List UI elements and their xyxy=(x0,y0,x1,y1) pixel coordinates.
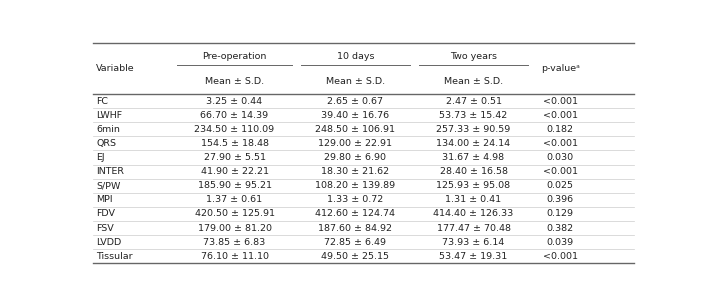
Text: LVDD: LVDD xyxy=(96,237,121,247)
Text: 2.47 ± 0.51: 2.47 ± 0.51 xyxy=(445,97,501,106)
Text: MPI: MPI xyxy=(96,195,113,204)
Text: INTER: INTER xyxy=(96,167,124,176)
Text: 27.90 ± 5.51: 27.90 ± 5.51 xyxy=(203,153,265,162)
Text: 10 days: 10 days xyxy=(337,52,374,61)
Text: <0.001: <0.001 xyxy=(542,139,578,148)
Text: p-valueᵃ: p-valueᵃ xyxy=(541,64,579,73)
Text: FC: FC xyxy=(96,97,108,106)
Text: Pre-operation: Pre-operation xyxy=(202,52,267,61)
Text: 18.30 ± 21.62: 18.30 ± 21.62 xyxy=(321,167,389,176)
Text: 1.31 ± 0.41: 1.31 ± 0.41 xyxy=(445,195,501,204)
Text: 2.65 ± 0.67: 2.65 ± 0.67 xyxy=(328,97,384,106)
Text: 187.60 ± 84.92: 187.60 ± 84.92 xyxy=(318,224,392,232)
Text: 49.50 ± 25.15: 49.50 ± 25.15 xyxy=(321,252,389,261)
Text: 3.25 ± 0.44: 3.25 ± 0.44 xyxy=(206,97,262,106)
Text: 53.47 ± 19.31: 53.47 ± 19.31 xyxy=(440,252,508,261)
Text: 73.93 ± 6.14: 73.93 ± 6.14 xyxy=(442,237,505,247)
Text: 185.90 ± 95.21: 185.90 ± 95.21 xyxy=(198,181,272,190)
Text: 53.73 ± 15.42: 53.73 ± 15.42 xyxy=(440,111,508,120)
Text: Tissular: Tissular xyxy=(96,252,133,261)
Text: EJ: EJ xyxy=(96,153,105,162)
Text: 0.030: 0.030 xyxy=(547,153,574,162)
Text: 108.20 ± 139.89: 108.20 ± 139.89 xyxy=(316,181,396,190)
Text: 66.70 ± 14.39: 66.70 ± 14.39 xyxy=(201,111,269,120)
Text: FSV: FSV xyxy=(96,224,114,232)
Text: 0.129: 0.129 xyxy=(547,209,574,219)
Text: 248.50 ± 106.91: 248.50 ± 106.91 xyxy=(316,125,396,134)
Text: 412.60 ± 124.74: 412.60 ± 124.74 xyxy=(316,209,396,219)
Text: QRS: QRS xyxy=(96,139,116,148)
Text: <0.001: <0.001 xyxy=(542,97,578,106)
Text: 129.00 ± 22.91: 129.00 ± 22.91 xyxy=(318,139,392,148)
Text: 414.40 ± 126.33: 414.40 ± 126.33 xyxy=(433,209,513,219)
Text: 41.90 ± 22.21: 41.90 ± 22.21 xyxy=(201,167,269,176)
Text: 76.10 ± 11.10: 76.10 ± 11.10 xyxy=(201,252,269,261)
Text: <0.001: <0.001 xyxy=(542,111,578,120)
Text: Mean ± S.D.: Mean ± S.D. xyxy=(326,77,385,86)
Text: 134.00 ± 24.14: 134.00 ± 24.14 xyxy=(437,139,510,148)
Text: 125.93 ± 95.08: 125.93 ± 95.08 xyxy=(437,181,510,190)
Text: Variable: Variable xyxy=(96,64,135,73)
Text: 39.40 ± 16.76: 39.40 ± 16.76 xyxy=(321,111,389,120)
Text: Mean ± S.D.: Mean ± S.D. xyxy=(205,77,264,86)
Text: 0.039: 0.039 xyxy=(547,237,574,247)
Text: 0.025: 0.025 xyxy=(547,181,574,190)
Text: 177.47 ± 70.48: 177.47 ± 70.48 xyxy=(437,224,510,232)
Text: 0.396: 0.396 xyxy=(547,195,574,204)
Text: 1.33 ± 0.72: 1.33 ± 0.72 xyxy=(328,195,384,204)
Text: 234.50 ± 110.09: 234.50 ± 110.09 xyxy=(194,125,274,134)
Text: 73.85 ± 6.83: 73.85 ± 6.83 xyxy=(203,237,266,247)
Text: <0.001: <0.001 xyxy=(542,252,578,261)
Text: 154.5 ± 18.48: 154.5 ± 18.48 xyxy=(201,139,269,148)
Text: 0.182: 0.182 xyxy=(547,125,574,134)
Text: FDV: FDV xyxy=(96,209,116,219)
Text: 28.40 ± 16.58: 28.40 ± 16.58 xyxy=(440,167,508,176)
Text: 72.85 ± 6.49: 72.85 ± 6.49 xyxy=(325,237,386,247)
Text: 420.50 ± 125.91: 420.50 ± 125.91 xyxy=(194,209,274,219)
Text: 29.80 ± 6.90: 29.80 ± 6.90 xyxy=(325,153,386,162)
Text: 31.67 ± 4.98: 31.67 ± 4.98 xyxy=(442,153,505,162)
Text: LWHF: LWHF xyxy=(96,111,123,120)
Text: Two years: Two years xyxy=(450,52,497,61)
Text: 179.00 ± 81.20: 179.00 ± 81.20 xyxy=(198,224,272,232)
Text: <0.001: <0.001 xyxy=(542,167,578,176)
Text: S/PW: S/PW xyxy=(96,181,121,190)
Text: Mean ± S.D.: Mean ± S.D. xyxy=(444,77,503,86)
Text: 0.382: 0.382 xyxy=(547,224,574,232)
Text: 1.37 ± 0.61: 1.37 ± 0.61 xyxy=(206,195,262,204)
Text: 6min: 6min xyxy=(96,125,121,134)
Text: 257.33 ± 90.59: 257.33 ± 90.59 xyxy=(437,125,510,134)
